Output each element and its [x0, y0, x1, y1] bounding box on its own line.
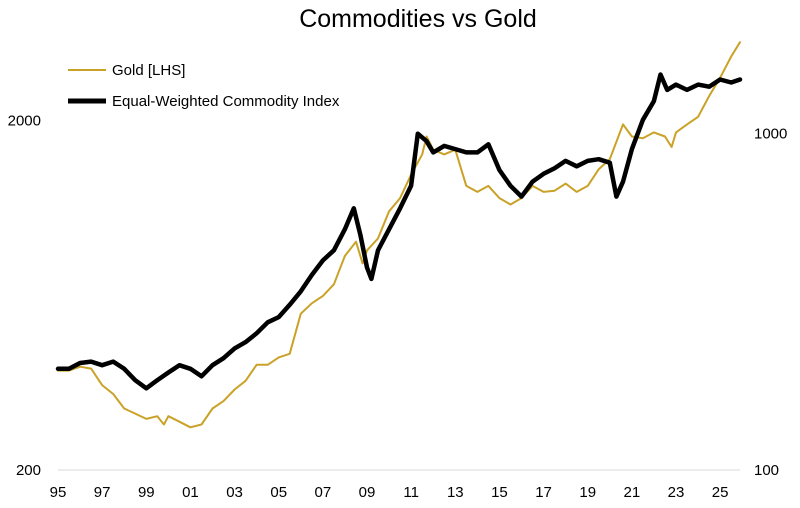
x-tick-label: 19 — [579, 484, 596, 501]
x-axis-ticks: 95 97 99 01 03 05 07 09 11 13 15 17 19 21 23 25 — [50, 484, 729, 501]
x-tick-label: 01 — [182, 484, 199, 501]
x-tick-label: 03 — [226, 484, 243, 501]
commodity-index-series-line — [55, 72, 743, 391]
series-layer — [55, 41, 743, 429]
legend: Gold [LHS] Equal-Weighted Commodity Inde… — [68, 62, 340, 110]
x-tick-label: 97 — [94, 484, 111, 501]
x-tick-label: 15 — [491, 484, 508, 501]
left-axis-ticks: 200 2000 — [8, 113, 41, 479]
legend-label-gold: Gold [LHS] — [112, 62, 185, 79]
x-tick-label: 99 — [138, 484, 155, 501]
left-axis-tick-label: 2000 — [8, 113, 41, 130]
gold-series-line — [57, 41, 741, 429]
right-axis-ticks: 100 1000 — [754, 126, 787, 479]
x-tick-label: 95 — [50, 484, 67, 501]
x-tick-label: 09 — [359, 484, 376, 501]
chart-title: Commodities vs Gold — [299, 5, 537, 33]
x-tick-label: 05 — [270, 484, 287, 501]
right-axis-tick-label: 1000 — [754, 126, 787, 143]
x-tick-label: 21 — [624, 484, 641, 501]
x-tick-label: 25 — [712, 484, 729, 501]
right-axis-tick-label: 100 — [754, 462, 779, 479]
x-tick-label: 11 — [403, 484, 419, 501]
x-tick-label: 13 — [447, 484, 464, 501]
legend-label-commodity: Equal-Weighted Commodity Index — [112, 93, 340, 110]
x-tick-label: 23 — [668, 484, 685, 501]
left-axis-tick-label: 200 — [16, 462, 41, 479]
x-tick-label: 17 — [535, 484, 552, 501]
x-tick-label: 07 — [315, 484, 332, 501]
